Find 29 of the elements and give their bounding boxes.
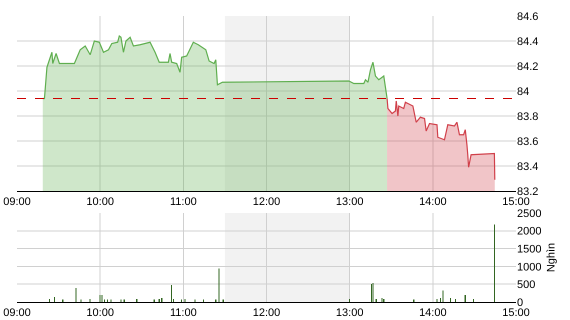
x-tick-label: 15:00 [502,307,530,320]
x-tick-label: 10:00 [86,307,114,320]
y-tick-label: 84.4 [517,36,538,48]
y-tick-label: 84 [517,86,530,98]
x-tick-label: 14:00 [419,196,447,208]
x-tick-label: 09:00 [3,307,31,320]
y-tick-label: 2500 [517,208,542,220]
y-axis-title: Nghìn [546,242,558,272]
x-tick-label: 12:00 [252,307,280,320]
x-tick-label: 11:00 [170,196,197,208]
y-tick-label: 83.6 [517,136,538,148]
y-tick-label: 84.2 [517,60,538,73]
y-tick-label: 1000 [517,261,542,274]
y-tick-label: 2000 [517,226,542,238]
y-tick-label: 83.2 [517,186,538,198]
x-tick-label: 13:00 [336,307,364,320]
y-tick-label: 84.6 [517,10,538,23]
x-tick-label: 12:00 [252,196,280,208]
x-tick-label: 11:00 [170,307,197,320]
y-tick-label: 83.4 [517,160,538,173]
x-tick-label: 15:00 [502,196,530,208]
x-tick-label: 13:00 [336,196,364,208]
y-tick-label: 500 [517,279,536,292]
y-tick-label: 0 [517,296,524,309]
x-tick-label: 09:00 [3,196,31,208]
y-tick-label: 83.8 [517,110,538,123]
y-tick-label: 1500 [517,243,542,256]
x-tick-label: 10:00 [86,196,114,208]
x-tick-label: 14:00 [419,307,447,320]
